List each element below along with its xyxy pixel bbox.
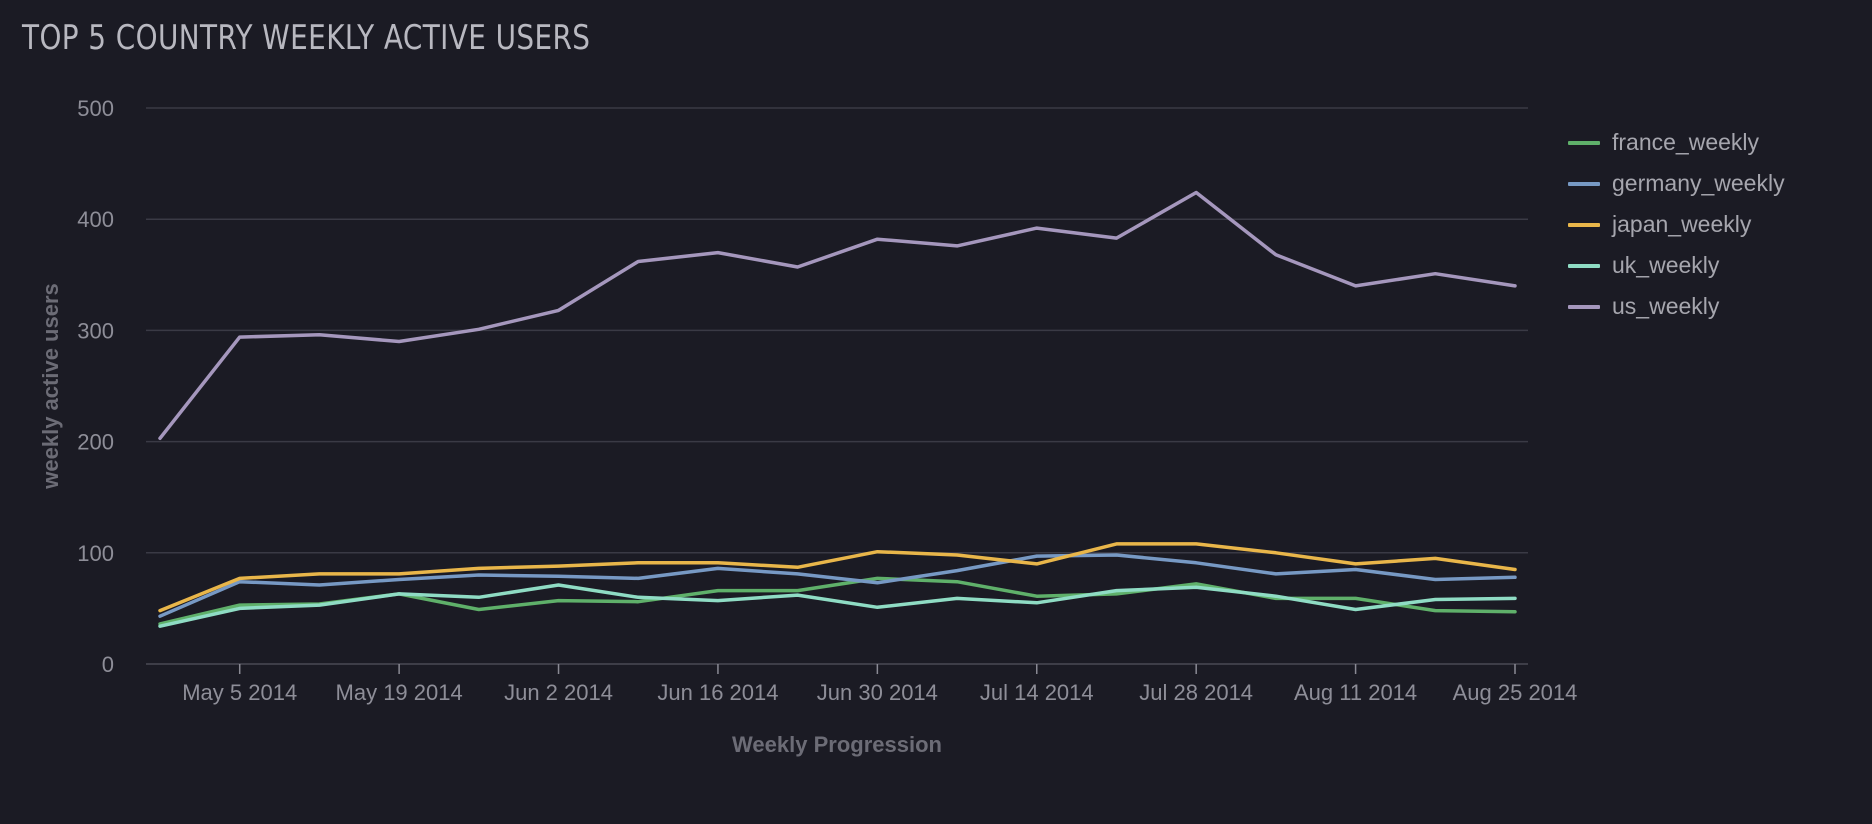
legend-swatch (1568, 304, 1600, 309)
legend-label: us_weekly (1612, 293, 1720, 319)
series-line-uk_weekly (158, 583, 1517, 628)
x-tick-label: Jun 2 2014 (504, 680, 613, 705)
legend-swatch (1568, 181, 1600, 186)
legend-label: uk_weekly (1612, 252, 1720, 278)
legend-label: france_weekly (1612, 129, 1760, 155)
x-tick-label: Jun 16 2014 (657, 680, 778, 705)
y-tick-label: 100 (77, 541, 114, 566)
chart-title: TOP 5 COUNTRY WEEKLY ACTIVE USERS (22, 18, 591, 58)
legend-swatch (1568, 222, 1600, 227)
x-tick-label: May 5 2014 (182, 680, 297, 705)
y-tick-label: 200 (77, 430, 114, 455)
legend-label: japan_weekly (1612, 211, 1752, 237)
x-tick-label: Aug 25 2014 (1453, 680, 1578, 705)
legend-item-germany_weekly[interactable]: germany_weekly (1568, 163, 1785, 204)
series-layer (158, 190, 1517, 628)
legend-label: germany_weekly (1612, 170, 1785, 196)
y-tick-label: 300 (77, 318, 114, 343)
legend-swatch (1568, 140, 1600, 145)
y-tick-label: 500 (77, 96, 114, 121)
axis-layer: 0 100 200 300 400 500 May 5 2014 May 19 2014 Jun… (77, 96, 1577, 705)
series-line-us_weekly (158, 190, 1517, 441)
y-axis-title: weekly active users (38, 283, 63, 489)
legend-item-japan_weekly[interactable]: japan_weekly (1568, 204, 1785, 245)
x-tick-label: Jul 14 2014 (980, 680, 1094, 705)
y-tick-label: 400 (77, 207, 114, 232)
legend-item-france_weekly[interactable]: france_weekly (1568, 122, 1785, 163)
x-tick-label: Aug 11 2014 (1294, 680, 1417, 705)
legend-item-us_weekly[interactable]: us_weekly (1568, 286, 1785, 327)
x-axis-title: Weekly Progression (732, 732, 942, 757)
x-tick-label: Jun 30 2014 (817, 680, 938, 705)
series-line-japan_weekly (158, 542, 1517, 613)
y-tick-label: 0 (102, 652, 114, 677)
legend-item-uk_weekly[interactable]: uk_weekly (1568, 245, 1785, 286)
grid-layer (146, 107, 1528, 554)
legend-swatch (1568, 263, 1600, 268)
x-tick-label: May 19 2014 (336, 680, 463, 705)
series-line-germany_weekly (158, 553, 1517, 618)
x-tick-label: Jul 28 2014 (1139, 680, 1253, 705)
